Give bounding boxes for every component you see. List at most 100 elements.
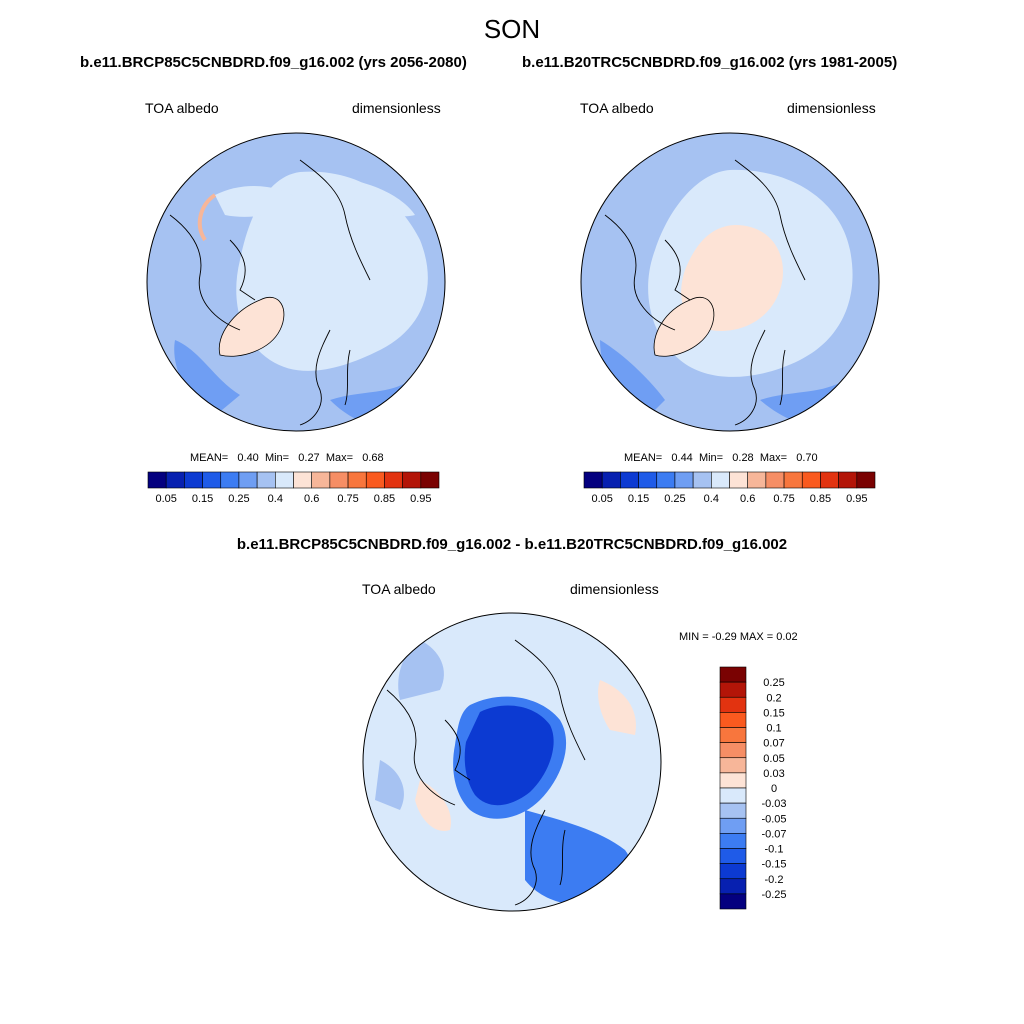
diff-colorbar-swatch	[719, 878, 747, 895]
right-colorbar-swatch	[765, 471, 785, 489]
left-colorbar-tick-label: 0.05	[155, 493, 176, 505]
left-colorbar-tick-label: 0.25	[228, 493, 249, 505]
right-variable-label: TOA albedo	[580, 100, 654, 116]
diff-colorbar-swatch	[719, 696, 747, 713]
diff-colorbar-swatch	[719, 893, 747, 910]
left-map-border	[146, 132, 446, 432]
diff-colorbar-tick-label: 0.05	[763, 753, 784, 765]
right-colorbar-tick-label: 0.05	[591, 493, 612, 505]
right-panel-title: b.e11.B20TRC5CNBDRD.f09_g16.002 (yrs 198…	[522, 54, 898, 71]
left-colorbar-swatch	[220, 471, 240, 489]
diff-colorbar-tick-label: 0.15	[763, 707, 784, 719]
diff-colorbar-swatch	[719, 863, 747, 880]
left-colorbar-swatch	[311, 471, 331, 489]
diff-colorbar-tick-label: -0.07	[761, 828, 786, 840]
right-polar-map	[581, 133, 879, 431]
left-polar-map	[147, 133, 445, 431]
diff-colorbar-swatch	[719, 742, 747, 759]
left-colorbar-swatch	[202, 471, 222, 489]
left-colorbar-tick-label: 0.15	[192, 493, 213, 505]
diff-colorbar-swatch	[719, 833, 747, 849]
diff-colorbar-tick-label: 0.2	[766, 692, 781, 704]
diff-colorbar-tick-label: -0.1	[765, 844, 784, 856]
left-colorbar-tick-label: 0.95	[410, 493, 431, 505]
right-colorbar-tick-label: 0.6	[740, 493, 755, 505]
left-colorbar-swatch	[293, 471, 312, 489]
diff-colorbar-tick-label: -0.05	[761, 813, 786, 825]
left-colorbar-tick-label: 0.4	[268, 493, 283, 505]
right-colorbar-tick-label: 0.4	[704, 493, 719, 505]
left-colorbar-swatch	[256, 471, 276, 489]
left-colorbar-swatch	[365, 471, 385, 489]
right-colorbar-swatch	[674, 471, 694, 489]
left-colorbar-tick-label: 0.75	[337, 493, 358, 505]
left-variable-label: TOA albedo	[145, 100, 219, 116]
figure-title: SON	[483, 14, 541, 44]
right-colorbar-swatch	[838, 471, 858, 489]
diff-colorbar-tick-label: 0.07	[763, 738, 784, 750]
right-colorbar-swatch	[638, 471, 658, 489]
right-colorbar-swatch	[820, 471, 839, 489]
right-colorbar-swatch	[747, 471, 767, 489]
diff-colorbar-swatch	[719, 772, 747, 789]
left-colorbar-swatch	[329, 471, 349, 489]
left-units-label: dimensionless	[352, 100, 441, 116]
right-units-label: dimensionless	[787, 100, 876, 116]
left-colorbar-swatch	[238, 471, 258, 489]
diff-colorbar-swatch	[719, 712, 747, 728]
left-colorbar-swatch	[347, 471, 367, 489]
right-colorbar-swatch	[729, 471, 748, 489]
left-colorbar-swatch	[275, 471, 294, 489]
diff-colorbar-swatch	[719, 681, 747, 698]
left-colorbar-swatch	[402, 471, 422, 489]
right-colorbar-tick-label: 0.15	[628, 493, 649, 505]
diff-colorbar-swatch	[719, 787, 747, 804]
diff-colorbar-tick-label: 0.1	[766, 723, 781, 735]
right-colorbar-swatch	[656, 471, 676, 489]
diff-map-border	[362, 612, 662, 912]
diff-polar-map	[363, 613, 661, 911]
left-colorbar-swatch	[384, 471, 403, 489]
left-colorbar-tick-label: 0.85	[374, 493, 395, 505]
diff-colorbar-tick-label: -0.2	[765, 874, 784, 886]
left-colorbar-swatch	[184, 471, 203, 489]
right-colorbar-tick-label: 0.95	[846, 493, 867, 505]
diff-colorbar-tick-label: 0	[771, 783, 777, 795]
right-colorbar-swatch	[711, 471, 730, 489]
right-colorbar-swatch	[801, 471, 821, 489]
right-colorbar-swatch	[601, 471, 621, 489]
left-coastlines	[169, 159, 371, 426]
diff-units-label: dimensionless	[570, 581, 659, 597]
left-colorbar-swatch	[147, 471, 167, 489]
diff-colorbar-tick-label: 0.03	[763, 768, 784, 780]
left-colorbar: 0.05 0.15 0.25 0.4 0.6 0.75 0.85 0.95	[147, 471, 440, 505]
left-stats: MEAN= 0.40 Min= 0.27 Max= 0.68	[190, 452, 384, 464]
diff-minmax: MIN = -0.29 MAX = 0.02	[679, 631, 798, 643]
diff-colorbar-swatch	[719, 757, 747, 774]
left-colorbar-swatch	[165, 471, 185, 489]
diff-colorbar-swatch	[719, 848, 747, 864]
diff-colorbar-swatch	[719, 666, 747, 683]
diff-colorbar-swatch	[719, 727, 747, 743]
right-colorbar-tick-label: 0.25	[664, 493, 685, 505]
diff-colorbar-tick-label: -0.25	[761, 889, 786, 901]
diff-colorbar-swatch	[719, 817, 747, 834]
right-coastlines	[604, 159, 806, 426]
diff-panel-title: b.e11.BRCP85C5CNBDRD.f09_g16.002 - b.e11…	[236, 536, 788, 553]
diff-variable-label: TOA albedo	[362, 581, 436, 597]
right-colorbar-tick-label: 0.85	[810, 493, 831, 505]
diff-colorbar: 0.25 0.2 0.15 0.1 0.07 0.05 0.03 0 -0.03 -0.05 -0.…	[719, 666, 787, 910]
right-map-border	[580, 132, 880, 432]
right-colorbar-swatch	[583, 471, 603, 489]
right-colorbar-swatch	[783, 471, 803, 489]
right-colorbar-swatch	[620, 471, 639, 489]
left-colorbar-swatch	[420, 471, 440, 489]
right-colorbar-swatch	[692, 471, 712, 489]
right-stats: MEAN= 0.44 Min= 0.28 Max= 0.70	[624, 452, 818, 464]
right-colorbar-tick-label: 0.75	[773, 493, 794, 505]
diff-colorbar-tick-label: 0.25	[763, 677, 784, 689]
left-panel-title: b.e11.BRCP85C5CNBDRD.f09_g16.002 (yrs 20…	[80, 54, 467, 71]
left-colorbar-tick-label: 0.6	[304, 493, 319, 505]
diff-colorbar-tick-label: -0.15	[761, 859, 786, 871]
